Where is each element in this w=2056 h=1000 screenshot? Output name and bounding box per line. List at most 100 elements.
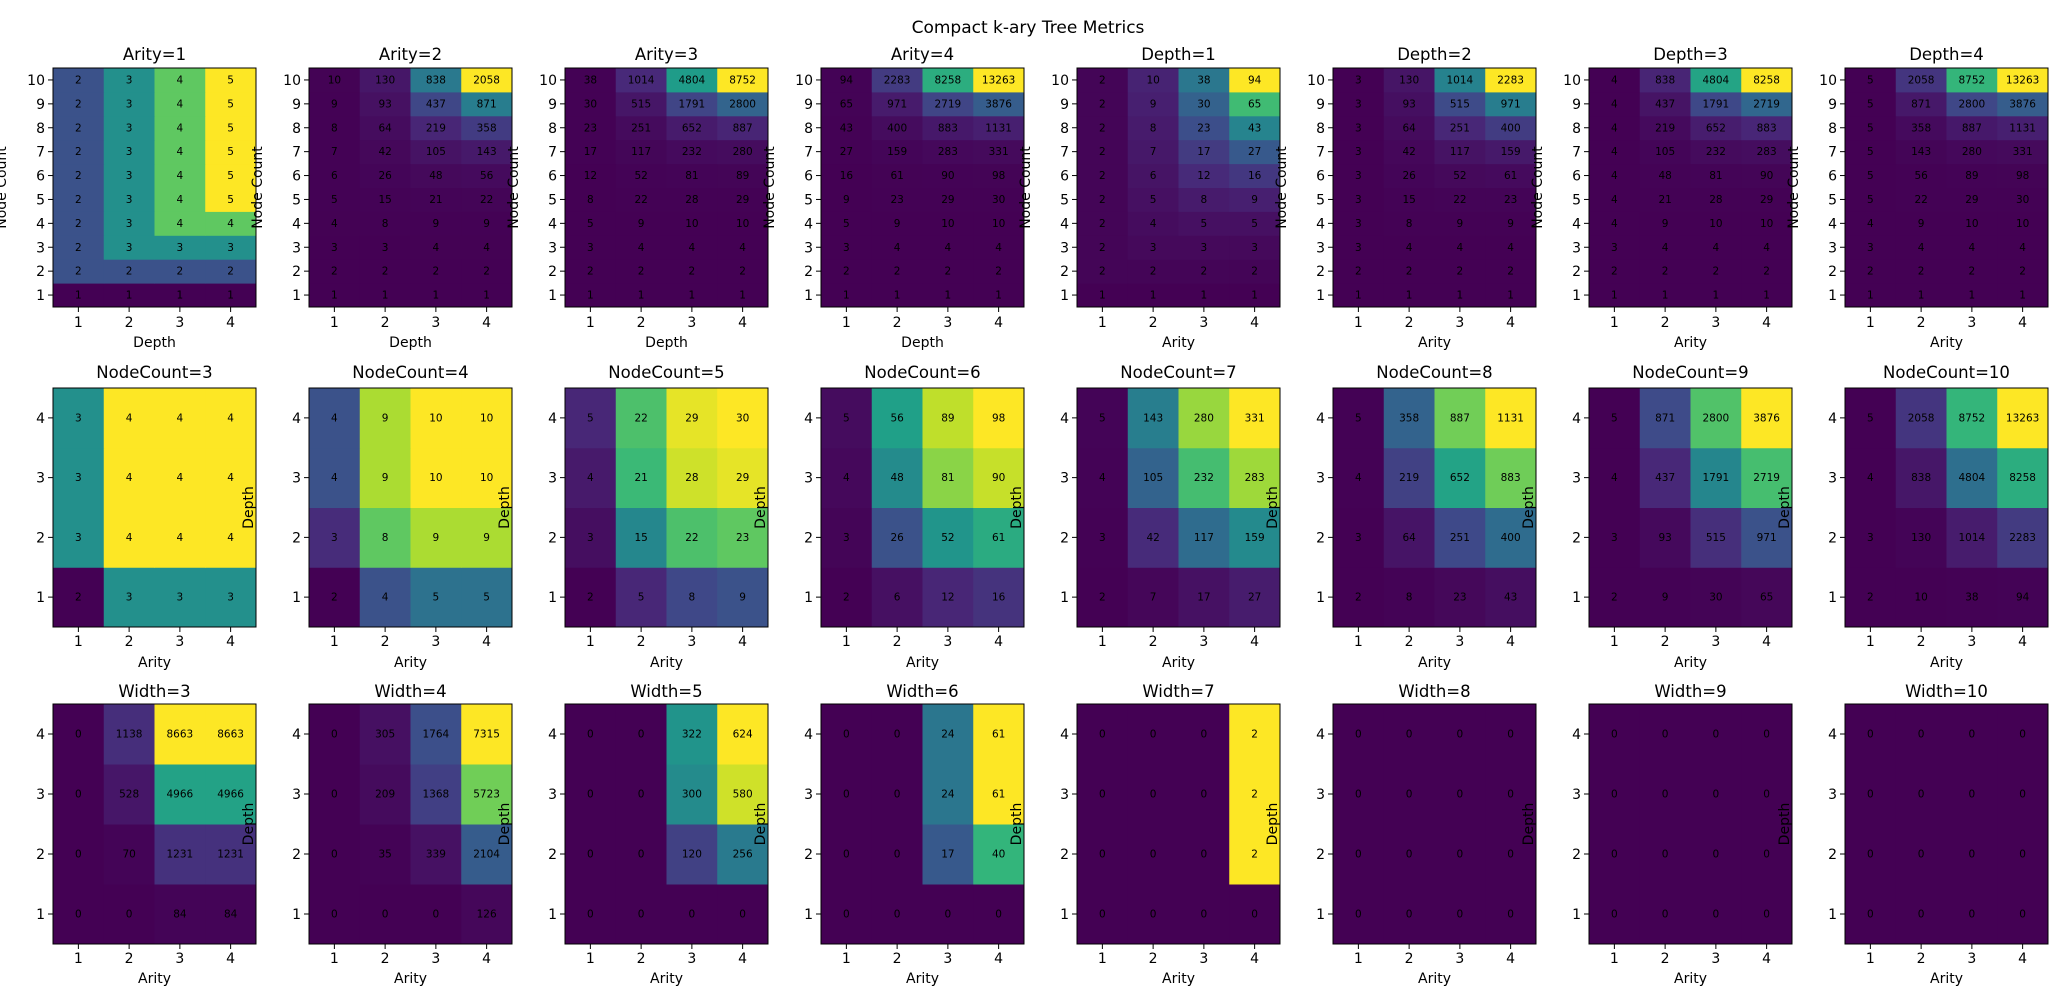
y-tick-label: 9	[292, 97, 301, 113]
cell-value-label: 0	[2019, 729, 2026, 741]
cell-value-label: 22	[1453, 194, 1466, 206]
heatmap-cell	[205, 824, 257, 885]
heatmap-panel: 1 1 1 12 2 2 23 3 4 44 8 9 95 15 21 226 26 48 567 42 105 1438…	[250, 45, 513, 351]
x-tick-label: 3	[943, 634, 952, 650]
heatmap-cell	[103, 283, 155, 308]
cell-value-label: 30	[1197, 98, 1210, 110]
cell-value-label: 3	[1611, 532, 1618, 544]
cell-value-label: 358	[477, 122, 497, 134]
panel-title: Depth=4	[1909, 45, 1984, 64]
heatmap-cell	[1383, 68, 1435, 93]
cell-value-label: 42	[378, 146, 391, 158]
y-axis-label: Node Count	[1018, 146, 1034, 229]
x-tick-label: 1	[330, 951, 339, 967]
heatmap-cell	[1333, 68, 1385, 93]
cell-value-label: 93	[1658, 532, 1671, 544]
cell-value-label: 2	[689, 266, 696, 278]
cell-value-label: 3	[1355, 98, 1362, 110]
heatmap-cell	[615, 259, 667, 284]
heatmap-cell	[1077, 283, 1129, 308]
cell-value-label: 2	[1150, 266, 1157, 278]
x-axis-label: Arity	[1418, 335, 1451, 351]
y-tick-label: 2	[804, 530, 813, 546]
heatmap-cell	[1333, 388, 1385, 449]
y-tick-label: 4	[36, 411, 45, 427]
heatmap-cell	[1845, 187, 1897, 212]
cell-value-label: 64	[1402, 532, 1416, 544]
y-tick-label: 3	[292, 240, 301, 256]
heatmap-cell	[1997, 884, 2049, 945]
x-tick-label: 4	[2018, 951, 2027, 967]
heatmap-cell	[717, 447, 769, 508]
heatmap-cell	[1229, 68, 1281, 93]
heatmap-cell	[666, 388, 718, 449]
y-tick-label: 5	[1828, 192, 1837, 208]
x-tick-label: 4	[738, 634, 747, 650]
heatmap-cell	[1178, 388, 1230, 449]
heatmap-cell	[922, 704, 974, 765]
cell-value-label: 1368	[423, 789, 450, 801]
y-tick-label: 6	[804, 169, 813, 185]
heatmap-cell	[922, 163, 974, 188]
heatmap-cell	[1997, 235, 2049, 260]
cell-value-label: 2	[1201, 266, 1208, 278]
heatmap-cell	[1178, 211, 1230, 236]
cell-value-label: 4	[227, 472, 234, 484]
y-tick-label: 3	[1828, 787, 1837, 803]
heatmap-cell	[1997, 187, 2049, 212]
cell-value-label: 27	[1248, 146, 1261, 158]
heatmap-cell	[1845, 283, 1897, 308]
cell-value-label: 26	[378, 170, 392, 182]
heatmap-cell	[1690, 187, 1742, 212]
heatmap-cell	[103, 91, 155, 117]
heatmap-cell	[103, 507, 155, 568]
cell-value-label: 9	[483, 218, 490, 230]
cell-value-label: 0	[587, 909, 594, 921]
x-tick-label: 4	[1506, 951, 1515, 967]
cell-value-label: 5	[1867, 412, 1874, 424]
y-tick-label: 3	[1828, 240, 1837, 256]
cell-value-label: 0	[1662, 849, 1669, 861]
cell-value-label: 838	[1911, 472, 1931, 484]
cell-value-label: 251	[1450, 122, 1470, 134]
cell-value-label: 5	[1251, 218, 1258, 230]
cell-value-label: 2	[75, 98, 82, 110]
heatmap-cell	[1946, 211, 1998, 236]
heatmap-cell	[1690, 764, 1742, 825]
heatmap-cell	[1741, 91, 1793, 117]
cell-value-label: 971	[1501, 98, 1521, 110]
x-tick-label: 2	[893, 951, 902, 967]
heatmap-cell	[1639, 824, 1691, 885]
cell-value-label: 0	[1867, 729, 1874, 741]
cell-value-label: 10	[685, 218, 698, 230]
heatmap-cell	[615, 211, 667, 236]
x-tick-label: 1	[1866, 634, 1875, 650]
cell-value-label: 652	[682, 122, 702, 134]
cell-value-label: 29	[736, 194, 749, 206]
heatmap-cell	[1077, 187, 1129, 212]
cell-value-label: 3	[1355, 218, 1362, 230]
cell-value-label: 0	[1099, 729, 1106, 741]
heatmap-cell	[922, 447, 974, 508]
heatmap-cell	[1485, 884, 1537, 945]
cell-value-label: 871	[1911, 98, 1931, 110]
panel-title: NodeCount=7	[1120, 363, 1236, 382]
heatmap-cell	[666, 283, 718, 308]
heatmap-cell	[410, 447, 462, 508]
heatmap-cell	[1485, 283, 1537, 308]
cell-value-label: 887	[1962, 122, 1982, 134]
panel-title: Arity=1	[123, 45, 186, 64]
cell-value-label: 27	[840, 146, 853, 158]
heatmap-cell	[1741, 567, 1793, 628]
cell-value-label: 13263	[2006, 74, 2039, 86]
cell-value-label: 283	[1757, 146, 1777, 158]
heatmap-cell	[922, 764, 974, 825]
cell-value-label: 1	[1406, 290, 1413, 302]
cell-value-label: 2	[843, 266, 850, 278]
cell-value-label: 0	[75, 849, 82, 861]
heatmap-cell	[205, 388, 257, 449]
heatmap-cell	[309, 68, 361, 93]
x-tick-label: 1	[1610, 634, 1619, 650]
cell-value-label: 358	[1911, 122, 1931, 134]
heatmap-cell	[717, 507, 769, 568]
